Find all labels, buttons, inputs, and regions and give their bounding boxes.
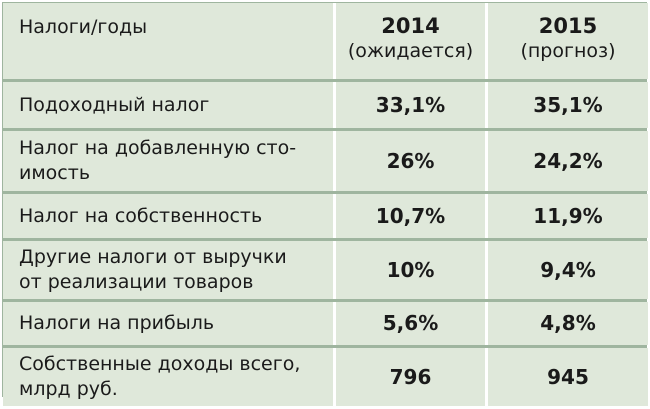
table-row: Подоходный налог 33,1% 35,1%	[3, 82, 648, 128]
value-2014: 10,7%	[333, 194, 485, 238]
row-label-line1: Подоходный налог	[19, 93, 210, 116]
row-label-line1: Собственные доходы всего,	[19, 353, 301, 375]
value-2014: 33,1%	[333, 82, 485, 128]
header-label: Налоги/годы	[3, 3, 333, 79]
row-label-line2: имость	[19, 162, 91, 184]
row-label: Другие налоги от выручки от реализации т…	[3, 241, 333, 299]
value-2015: 24,2%	[485, 131, 648, 191]
header-2014: 2014 (ожидается)	[333, 3, 485, 79]
table-row: Другие налоги от выручки от реализации т…	[3, 241, 648, 299]
row-label: Налог на собственность	[3, 194, 333, 238]
row-label-line2: млрд руб.	[19, 378, 118, 400]
table-row: Собственные доходы всего, млрд руб. 796 …	[3, 348, 648, 406]
table-row: Налоги на прибыль 5,6% 4,8%	[3, 302, 648, 345]
row-label-line2: от реализации товаров	[19, 271, 254, 293]
header-2014-note: (ожидается)	[347, 40, 474, 62]
table-header-row: Налоги/годы 2014 (ожидается) 2015 (прогн…	[3, 3, 648, 79]
value-2015: 35,1%	[485, 82, 648, 128]
row-label-line1: Налоги на прибыль	[19, 312, 215, 334]
header-2015-note: (прогноз)	[520, 40, 616, 62]
table-row: Налог на добавленную сто- имость 26% 24,…	[3, 131, 648, 191]
value-2014: 796	[333, 348, 485, 406]
row-label: Налог на добавленную сто- имость	[3, 131, 333, 191]
row-label-line1: Налог на собственность	[19, 204, 263, 227]
value-2015: 4,8%	[485, 302, 648, 345]
header-2015-year: 2015	[538, 14, 598, 38]
header-2015: 2015 (прогноз)	[485, 3, 648, 79]
value-2015: 9,4%	[485, 241, 648, 299]
value-2014: 26%	[333, 131, 485, 191]
row-label: Собственные доходы всего, млрд руб.	[3, 348, 333, 406]
value-2014: 5,6%	[333, 302, 485, 345]
table-row: Налог на собственность 10,7% 11,9%	[3, 194, 648, 238]
row-label: Подоходный налог	[3, 82, 333, 128]
header-2014-year: 2014	[381, 14, 440, 38]
value-2015: 945	[485, 348, 648, 406]
tax-table: Налоги/годы 2014 (ожидается) 2015 (прогн…	[3, 0, 648, 409]
row-label-line1: Налог на добавленную сто-	[19, 137, 297, 159]
value-2015: 11,9%	[485, 194, 648, 238]
row-label-line1: Другие налоги от выручки	[19, 246, 287, 268]
row-label: Налоги на прибыль	[3, 302, 333, 345]
value-2014: 10%	[333, 241, 485, 299]
